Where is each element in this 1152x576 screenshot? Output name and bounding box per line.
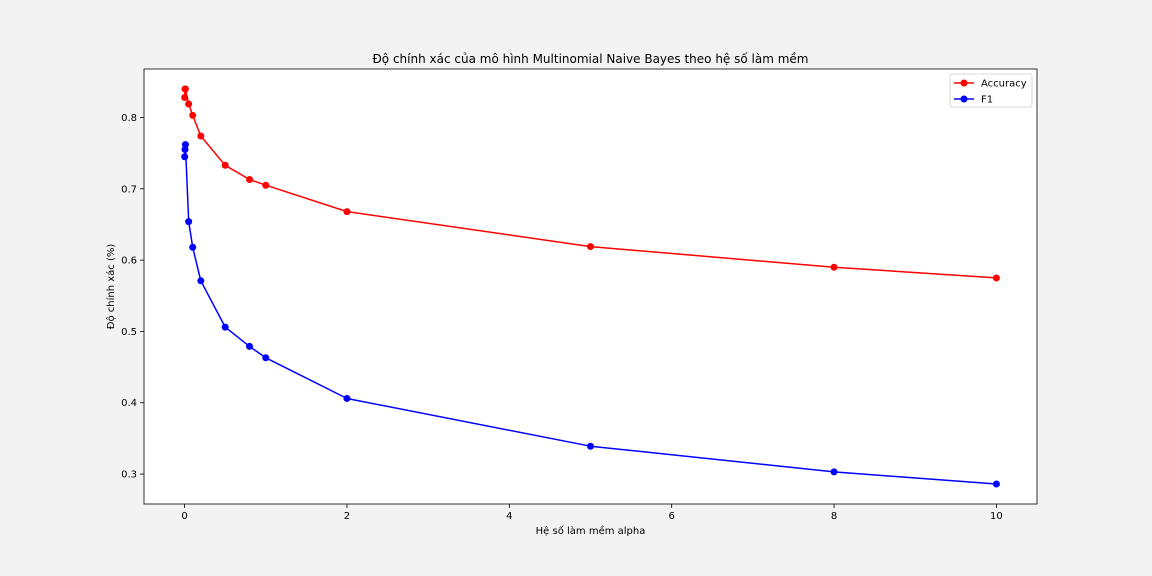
data-point-accuracy [189, 111, 197, 119]
data-point-accuracy [197, 132, 205, 140]
y-axis: 0.3 0.4 0.5 0.6 0.7 0.8 [121, 113, 144, 481]
data-point-f1 [830, 468, 838, 476]
data-point-accuracy [992, 274, 1000, 282]
x-tick-label: 6 [668, 511, 674, 522]
x-tick-label: 4 [506, 511, 512, 522]
legend-marker-f1 [960, 95, 968, 103]
data-point-f1 [262, 354, 270, 362]
y-tick-label: 0.6 [121, 256, 137, 267]
legend-marker-accuracy [960, 79, 968, 87]
data-point-f1 [221, 323, 229, 331]
x-axis-label: Hệ số làm mềm alpha [536, 525, 646, 537]
plot-area [144, 69, 1037, 504]
data-point-f1 [246, 342, 254, 350]
series-layer [181, 85, 1000, 488]
chart-title: Độ chính xác của mô hình Multinomial Nai… [373, 52, 809, 66]
plot-frame [143, 68, 1038, 505]
y-axis-label: Độ chính xác (%) [105, 244, 117, 330]
legend-label-f1: F1 [981, 95, 993, 106]
y-tick-label: 0.7 [121, 184, 137, 195]
data-point-f1 [992, 480, 1000, 488]
data-point-f1 [181, 141, 189, 149]
y-tick-label: 0.5 [121, 327, 137, 338]
data-point-f1 [197, 277, 205, 285]
data-point-accuracy [185, 100, 193, 108]
legend: Accuracy F1 [949, 73, 1033, 108]
y-tick-label: 0.4 [121, 398, 137, 409]
data-point-f1 [181, 153, 189, 161]
data-point-accuracy [246, 176, 254, 184]
data-point-f1 [181, 146, 189, 154]
data-point-accuracy [262, 181, 270, 189]
x-tick-label: 10 [990, 511, 1003, 522]
x-tick-label: 0 [181, 511, 187, 522]
data-point-f1 [587, 442, 594, 450]
y-tick-label: 0.8 [121, 113, 137, 124]
x-tick-label: 8 [831, 511, 837, 522]
data-point-f1 [185, 218, 193, 226]
data-point-accuracy [830, 263, 838, 271]
data-point-accuracy [343, 208, 351, 216]
data-point-accuracy [181, 85, 189, 93]
data-point-accuracy [181, 94, 189, 102]
data-point-f1 [343, 394, 351, 402]
y-tick-label: 0.3 [121, 470, 137, 481]
data-point-accuracy [587, 243, 594, 251]
legend-label-accuracy: Accuracy [981, 79, 1027, 90]
data-point-accuracy [221, 161, 229, 169]
data-point-f1 [189, 243, 197, 251]
x-tick-label: 2 [344, 511, 350, 522]
x-axis: 0 2 4 6 8 10 [181, 504, 1003, 522]
